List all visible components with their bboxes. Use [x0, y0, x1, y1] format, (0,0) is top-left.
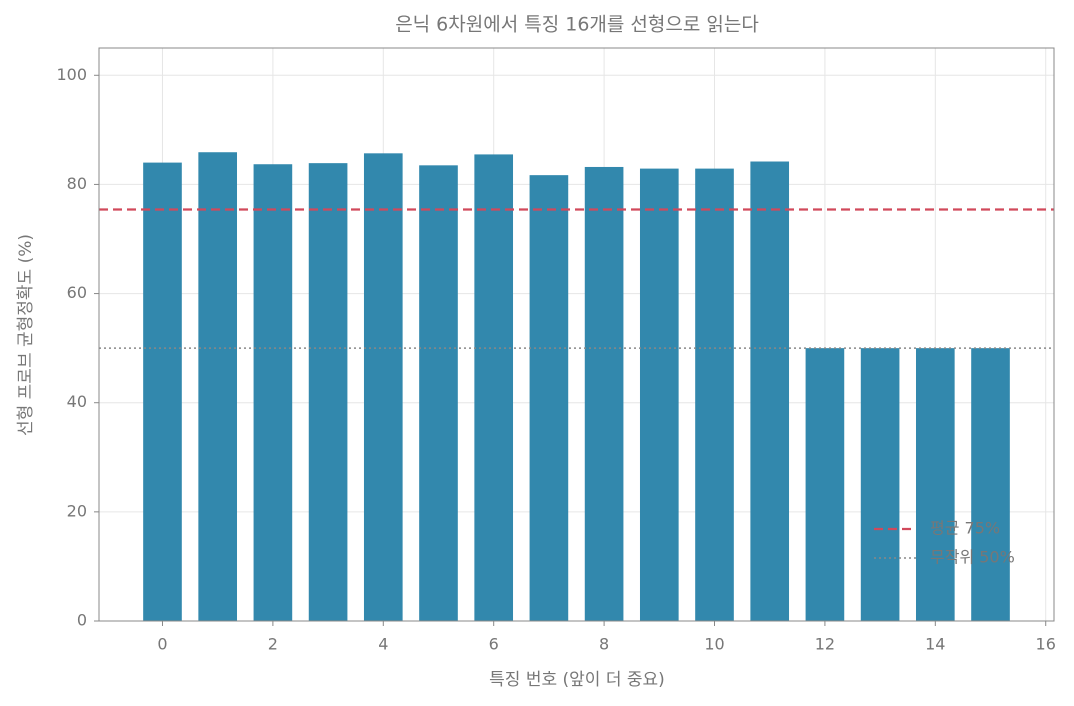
y-tick-label: 0 — [77, 611, 87, 630]
x-tick-label: 4 — [378, 635, 388, 654]
y-tick-label: 60 — [67, 283, 87, 302]
x-tick-label: 8 — [599, 635, 609, 654]
bar — [750, 161, 790, 621]
bar — [308, 163, 348, 621]
bar — [805, 348, 845, 621]
x-axis-label: 특징 번호 (앞이 더 중요) — [489, 670, 665, 690]
bar — [529, 175, 569, 621]
y-tick-label: 80 — [67, 174, 87, 193]
bar — [971, 348, 1010, 621]
x-tick-label: 2 — [268, 635, 278, 654]
bar — [363, 153, 403, 621]
y-axis-label: 선형 프로브 균형정확도 (%) — [16, 234, 36, 436]
bar — [474, 154, 514, 621]
bar — [639, 168, 679, 622]
y-tick-label: 40 — [67, 392, 87, 411]
x-tick-label: 6 — [489, 635, 499, 654]
x-tick-label: 16 — [1036, 635, 1056, 654]
y-tick-label: 20 — [67, 501, 87, 520]
bar — [198, 152, 238, 621]
bar — [143, 162, 182, 621]
bar — [253, 164, 293, 622]
x-tick-label: 0 — [157, 635, 167, 654]
y-tick-label: 100 — [56, 65, 87, 84]
bar — [695, 168, 734, 622]
chart-title: 은닉 6차원에서 특징 16개를 선형으로 읽는다 — [395, 14, 759, 36]
bar — [584, 166, 624, 622]
bar — [860, 348, 900, 621]
x-tick-label: 12 — [815, 635, 835, 654]
legend-label: 무작위 50% — [930, 548, 1015, 567]
x-tick-label: 14 — [925, 635, 945, 654]
plot-frame — [98, 47, 1055, 622]
legend-label: 평균 75% — [930, 519, 1000, 538]
bar — [915, 348, 955, 621]
bar — [419, 165, 458, 622]
x-tick-label: 10 — [704, 635, 724, 654]
